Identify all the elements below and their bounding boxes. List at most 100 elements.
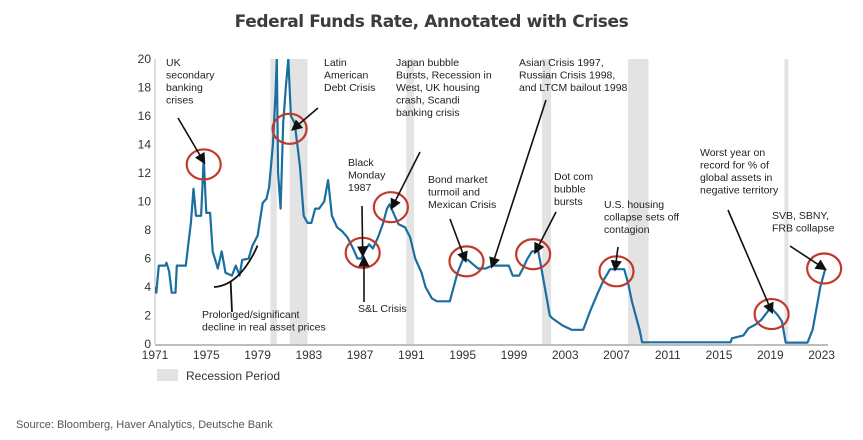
annotation-text: Worst year on (700, 147, 765, 159)
annotation-text: 1987 (348, 182, 372, 194)
annotation-text: and LTCM bailout 1998 (519, 82, 628, 94)
annotation-text: negative territory (700, 185, 779, 197)
x-tick-label: 2015 (706, 348, 733, 362)
y-tick-label: 20 (138, 52, 152, 66)
annotation-text: West, UK housing (396, 82, 480, 94)
legend: Recession Period (157, 369, 280, 383)
series-line (155, 59, 827, 344)
x-tick-label: 1983 (295, 348, 322, 362)
annotation-text: S&L Crisis (358, 303, 407, 315)
recession-band (542, 59, 552, 344)
series-layer (155, 59, 827, 344)
y-tick-label: 14 (138, 138, 152, 152)
x-axis: 1971 1975 1979 1983 1987 1991 1995 1999 2003 2007… (142, 348, 836, 362)
y-tick-label: 8 (144, 223, 151, 237)
annotation-text: Prolonged/significant (202, 309, 300, 321)
x-tick-label: 2023 (808, 348, 835, 362)
annotation-text: Dot com (554, 171, 593, 183)
x-tick-label: 2007 (603, 348, 630, 362)
recession-band (406, 59, 414, 344)
annotation-text: crises (166, 95, 193, 107)
annotation-text: Asian Crisis 1997, (519, 57, 604, 69)
recession-band (289, 59, 308, 344)
annotation-arrow (177, 117, 206, 165)
annotation-text: record for % of (700, 160, 769, 172)
annotation-text: U.S. housing (604, 199, 664, 211)
x-tick-label: 1987 (347, 348, 374, 362)
x-tick-label: 1975 (193, 348, 220, 362)
y-tick-label: 2 (144, 309, 151, 323)
crisis-circle (372, 191, 409, 224)
annotation-text: decline in real asset prices (202, 322, 326, 334)
x-tick-label: 2003 (552, 348, 579, 362)
legend-swatch-recession (157, 369, 178, 381)
annotation-text: secondary (166, 70, 215, 82)
annotation-text: global assets in (700, 172, 773, 184)
annotation-text: UK (166, 57, 181, 69)
annotation-arrow (229, 281, 233, 313)
y-tick-label: 18 (138, 81, 152, 95)
annotation-text: collapse sets off (604, 212, 679, 224)
annotation-arrow (789, 245, 827, 271)
annotation-text: bubble (554, 184, 586, 196)
annotation-arrow (449, 218, 468, 263)
annotation-text: FRB collapse (772, 223, 835, 235)
recession-band (784, 59, 789, 344)
annotation-bracket (213, 245, 259, 288)
annotation: S&L Crisis (358, 255, 407, 315)
crisis-circle (806, 252, 843, 285)
annotation-text: Bond market (428, 174, 488, 186)
annotation-text: turmoil and (428, 187, 480, 199)
recession-bands (270, 59, 789, 344)
annotation-text: Japan bubble (396, 57, 459, 69)
annotation-text: Monday (348, 170, 386, 182)
annotation-text: Latin (324, 57, 347, 69)
annotation-text: Debt Crisis (324, 82, 375, 94)
y-tick-label: 4 (144, 280, 151, 294)
y-tick-label: 12 (138, 166, 152, 180)
y-tick-label: 0 (144, 337, 151, 351)
annotation: Asian Crisis 1997,Russian Crisis 1998,an… (489, 57, 628, 269)
y-tick-label: 6 (144, 252, 151, 266)
annotation-arrow (291, 107, 319, 131)
x-tick-label: 2019 (757, 348, 784, 362)
annotation-text: banking (166, 82, 203, 94)
annotation-text: crash, Scandi (396, 95, 460, 107)
legend-label-recession: Recession Period (186, 369, 280, 383)
crisis-circle (271, 112, 308, 145)
annotation-arrow (534, 211, 557, 255)
annotation-arrow (356, 205, 369, 258)
y-tick-label: 10 (138, 195, 152, 209)
crisis-circle (753, 297, 790, 331)
annotation-arrow (610, 246, 622, 272)
annotation-arrow (489, 99, 547, 269)
x-tick-label: 1979 (244, 348, 271, 362)
chart-title: Federal Funds Rate, Annotated with Crise… (234, 12, 629, 32)
annotation-text: banking crisis (396, 107, 460, 119)
annotation-text: Black (348, 157, 374, 169)
x-tick-label: 1995 (449, 348, 476, 362)
annotation-text: SVB, SBNY, (772, 210, 829, 222)
crisis-circle (448, 245, 485, 278)
x-tick-label: 1971 (142, 348, 169, 362)
x-tick-label: 1999 (501, 348, 528, 362)
annotation-text: American (324, 70, 369, 82)
annotation-text: Mexican Crisis (428, 199, 496, 211)
annotation-arrow (390, 151, 421, 211)
annotation-text: bursts (554, 196, 583, 208)
annotation-text: Russian Crisis 1998, (519, 70, 615, 82)
source-note: Source: Bloomberg, Haver Analytics, Deut… (16, 419, 273, 431)
recession-band (270, 59, 277, 344)
x-tick-label: 1991 (398, 348, 425, 362)
crisis-circle (515, 238, 552, 271)
